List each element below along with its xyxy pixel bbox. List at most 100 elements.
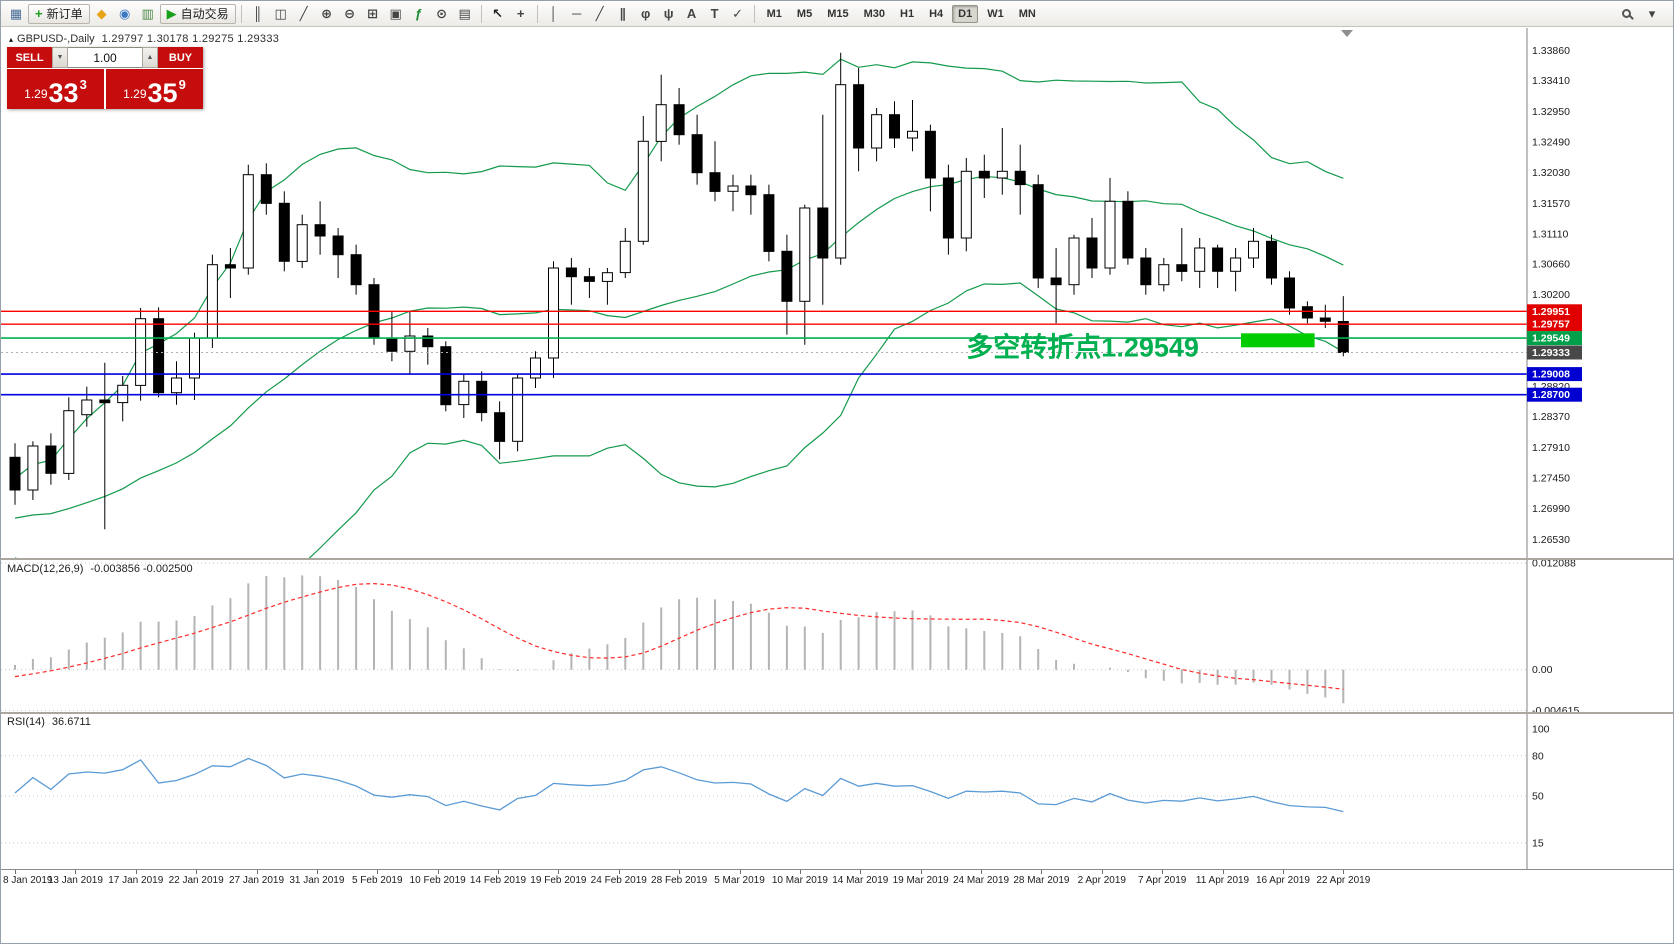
timeframe-m30[interactable]: M30: [863, 7, 885, 20]
fibonacci-icon: φ: [640, 6, 651, 21]
time-axis-tick: [679, 870, 681, 874]
metaquotes-app-icon[interactable]: ◆: [91, 4, 113, 24]
time-axis-tick: [316, 870, 318, 874]
vertical-line-icon: │: [549, 6, 558, 21]
line-chart-icon[interactable]: ╱: [293, 4, 315, 24]
candle-body: [871, 114, 883, 149]
auto-arrange-icon: ▣: [389, 6, 402, 21]
highlight-rect[interactable]: [1241, 333, 1315, 348]
price-axis-label: 1.28370: [1532, 411, 1570, 423]
time-axis-tick: [799, 870, 801, 874]
market-watch-icon[interactable]: ◉: [114, 4, 136, 24]
price-tag-label: 1.29757: [1532, 319, 1570, 331]
candle-body: [637, 140, 649, 242]
time-axis[interactable]: 8 Jan 2019 13 Jan 2019 17 Jan 2019 22 Jan 2…: [1, 869, 1673, 891]
trendline-icon[interactable]: ╱: [589, 4, 611, 24]
price-tag-label: 1.29951: [1532, 306, 1570, 318]
buy-price-button[interactable]: 1.29 35 9: [106, 69, 203, 109]
zoom-out-icon[interactable]: ⊖: [339, 4, 361, 24]
timeframe-h4[interactable]: H4: [929, 7, 944, 20]
chart-shift-marker[interactable]: [1341, 30, 1353, 37]
toolbar-separator: [536, 4, 538, 23]
timeframe-h1[interactable]: H1: [900, 7, 915, 20]
price-tag: [1527, 317, 1582, 332]
templates-icon[interactable]: ▤: [454, 4, 476, 24]
timeframe-m15[interactable]: M15: [827, 7, 849, 20]
search-button[interactable]: [1615, 4, 1637, 24]
equidistant-channel-icon: ∥: [619, 6, 626, 21]
turning-point-annotation[interactable]: 多空转折点1.29549: [966, 332, 1199, 363]
text-label-icon[interactable]: T: [704, 4, 726, 24]
candle-body: [1284, 277, 1295, 309]
macd-axis-label: 0.00: [1532, 664, 1553, 676]
timeframe-mn[interactable]: MN: [1018, 7, 1036, 20]
price-axis-label: 1.26990: [1532, 503, 1570, 515]
quick-menu-button[interactable]: ▾: [1641, 4, 1663, 24]
candle-body: [619, 240, 631, 274]
quick-menu-icon: ▾: [1648, 6, 1656, 21]
sell-button[interactable]: SELL: [7, 47, 52, 68]
timeframe-m5[interactable]: M5: [796, 7, 813, 20]
candle-body: [601, 272, 613, 282]
macd-panel-label: MACD(12,26,9) -0.003856 -0.002500: [7, 563, 193, 575]
andrews-pitchfork-icon[interactable]: ψ: [658, 4, 680, 24]
equidistant-channel-icon[interactable]: ∥: [612, 4, 634, 24]
bar-chart-icon: ║: [253, 6, 263, 21]
candlestick-chart-icon[interactable]: ◫: [270, 4, 292, 24]
candle-body: [1319, 317, 1331, 322]
timeframe-w1[interactable]: W1: [987, 7, 1004, 20]
time-axis-label: 24 Mar 2019: [952, 875, 1010, 886]
candle-body: [422, 335, 434, 348]
time-axis-tick: [860, 870, 862, 874]
candle-body: [924, 130, 936, 179]
panel-divider[interactable]: [1, 558, 1673, 560]
volume-down-button[interactable]: ▼: [52, 47, 68, 68]
candle-body: [99, 399, 111, 404]
macd-axis-label: -0.004615: [1532, 705, 1579, 712]
price-axis-label: 1.32030: [1532, 167, 1570, 179]
periods-icon[interactable]: ⊙: [431, 4, 453, 24]
new-chart-icon[interactable]: ▦: [5, 4, 27, 24]
indicators-icon[interactable]: ƒ: [408, 4, 430, 24]
volume-up-button[interactable]: ▲: [142, 47, 158, 68]
zoom-in-icon[interactable]: ⊕: [316, 4, 338, 24]
panel-divider[interactable]: [1, 712, 1673, 714]
arrows-icon[interactable]: ✓: [727, 4, 749, 24]
buy-button[interactable]: BUY: [158, 47, 203, 68]
chart-window[interactable]: ▴ GBPUSD-,Daily 1.29797 1.30178 1.29275 1.…: [1, 28, 1674, 943]
new-order-button[interactable]: + 新订单: [28, 3, 90, 24]
candle-body: [655, 104, 667, 142]
vertical-line-icon[interactable]: │: [543, 4, 565, 24]
tile-windows-icon[interactable]: ⊞: [362, 4, 384, 24]
sell-price-button[interactable]: 1.29 33 3: [7, 69, 104, 109]
candle-body: [889, 114, 900, 139]
candle-body: [153, 318, 165, 394]
volume-input[interactable]: 1.00: [68, 47, 142, 68]
auto-arrange-icon[interactable]: ▣: [385, 4, 407, 24]
candle-body: [1230, 257, 1242, 272]
timeframe-m1[interactable]: M1: [766, 7, 782, 20]
horizontal-line-icon: ─: [572, 6, 582, 21]
fibonacci-icon[interactable]: φ: [635, 4, 657, 24]
bar-chart-icon[interactable]: ║: [247, 4, 269, 24]
crosshair-icon[interactable]: +: [510, 4, 532, 24]
macd-canvas[interactable]: 0.012088 0.00 -0.004615: [1, 560, 1674, 712]
cursor-icon[interactable]: ↖: [487, 4, 509, 24]
candle-body: [332, 235, 344, 256]
bollinger-middle-band: [14, 175, 1344, 519]
toolbar-separator: [753, 4, 755, 23]
rsi-canvas[interactable]: 100 80 50 15: [1, 714, 1674, 869]
sell-price-prefix: 1.29: [24, 87, 48, 101]
price-tag: [1527, 345, 1582, 360]
timeframe-d1[interactable]: D1: [952, 4, 979, 23]
candle-body: [781, 250, 793, 302]
data-window-icon[interactable]: ▥: [137, 4, 159, 24]
time-axis-label: 14 Feb 2019: [469, 875, 527, 886]
candle-body: [458, 380, 470, 406]
auto-trading-button[interactable]: ▶ 自动交易: [159, 3, 236, 24]
candle-body: [63, 410, 75, 474]
time-axis-tick: [15, 870, 16, 874]
horizontal-line-icon[interactable]: ─: [566, 4, 588, 24]
price-chart-canvas[interactable]: 多空转折点1.29549 1.33860 1.33410 1.32950 1.32490…: [1, 28, 1674, 558]
text-icon[interactable]: A: [681, 4, 703, 24]
